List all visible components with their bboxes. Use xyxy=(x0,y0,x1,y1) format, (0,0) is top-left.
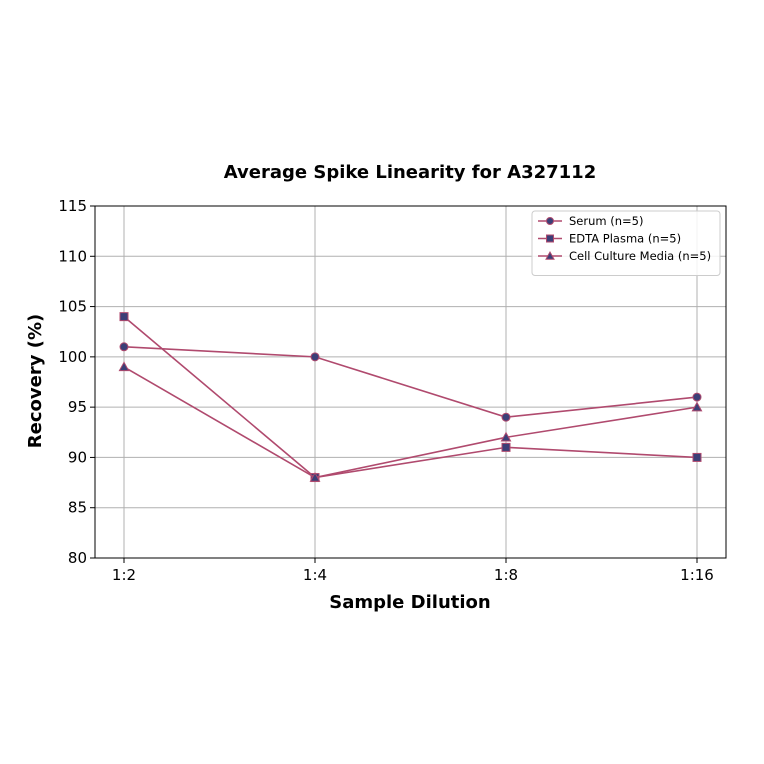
x-tick-label: 1:2 xyxy=(112,566,136,584)
legend-box xyxy=(531,210,721,276)
data-point-circle xyxy=(501,412,511,422)
y-tick-label: 95 xyxy=(68,398,87,416)
legend-label: Cell Culture Media (n=5) xyxy=(569,249,711,263)
legend-item: EDTA Plasma (n=5) xyxy=(538,232,681,246)
series-triangle xyxy=(118,361,703,482)
series-line xyxy=(123,346,698,419)
x-tick-label: 1:16 xyxy=(680,566,714,584)
legend-label: EDTA Plasma (n=5) xyxy=(569,232,681,246)
data-point-square xyxy=(546,234,554,243)
data-point-square xyxy=(501,442,511,452)
series-square xyxy=(119,312,702,483)
y-tick-label: 85 xyxy=(68,499,87,517)
data-point-circle xyxy=(692,392,702,402)
y-tick-label: 90 xyxy=(68,448,87,466)
data-point-triangle xyxy=(691,401,703,412)
x-axis-label: Sample Dilution xyxy=(329,592,490,613)
data-point-square xyxy=(692,452,702,462)
data-point-circle xyxy=(310,352,320,362)
x-tick-label: 1:4 xyxy=(303,566,327,584)
y-tick-label: 80 xyxy=(68,549,87,567)
y-tick-label: 105 xyxy=(58,298,87,316)
x-tick-label: 1:8 xyxy=(494,566,518,584)
y-tick-label: 115 xyxy=(58,197,87,215)
legend-label: Serum (n=5) xyxy=(569,214,643,228)
y-tick-label: 100 xyxy=(58,348,87,366)
series-group xyxy=(118,312,703,483)
y-axis-label: Recovery (%) xyxy=(25,314,46,448)
data-point-circle xyxy=(119,342,129,352)
data-point-triangle xyxy=(545,250,555,260)
data-point-triangle xyxy=(118,361,130,372)
y-tick-label: 110 xyxy=(58,247,87,265)
chart-title: Average Spike Linearity for A327112 xyxy=(224,162,596,183)
legend-item: Serum (n=5) xyxy=(538,214,643,228)
data-point-triangle xyxy=(309,471,321,482)
data-point-triangle xyxy=(500,431,512,442)
series-line xyxy=(123,316,698,479)
plot-frame xyxy=(94,205,727,559)
series-circle xyxy=(119,342,702,422)
data-point-circle xyxy=(546,217,554,225)
legend-item: Cell Culture Media (n=5) xyxy=(538,249,711,263)
series-line xyxy=(123,366,698,479)
data-point-square xyxy=(119,312,129,322)
legend: Serum (n=5) EDTA Plasma (n=5) Cell Culture… xyxy=(531,210,721,276)
axis-ticks: 80 85 90 95 100 105 110 115 1:2 1:4 1:8 1:16 xyxy=(58,197,713,584)
